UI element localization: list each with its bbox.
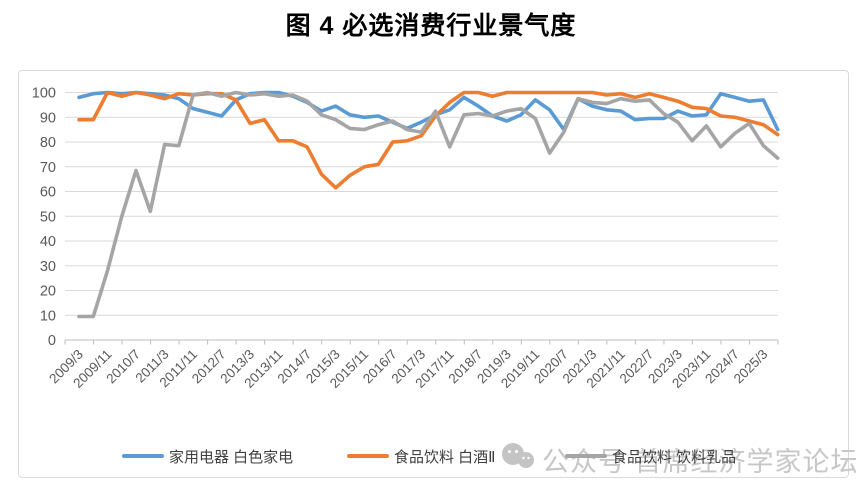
page-title: 图 4 必选消费行业景气度: [285, 12, 577, 40]
legend-item-beverage-dairy: 食品饮料 饮料乳品: [565, 446, 736, 466]
wechat-icon: [500, 441, 536, 478]
legend-swatch-orange: [347, 453, 389, 459]
watermark-text: 公众号 首席经济学家论坛: [542, 447, 859, 477]
legend-label: 食品饮料 饮料乳品: [612, 448, 737, 466]
legend-swatch-gray: [565, 453, 607, 459]
chart-frame: [18, 70, 849, 478]
watermark: 公众号 首席经济学家论坛: [500, 440, 859, 479]
legend-label: 食品饮料 白酒Ⅱ: [394, 448, 496, 466]
legend-swatch-blue: [122, 453, 164, 459]
legend-label: 家用电器 白色家电: [169, 448, 294, 466]
legend-item-white-goods: 家用电器 白色家电: [122, 446, 293, 466]
legend-item-baijiu: 食品饮料 白酒Ⅱ: [347, 446, 496, 466]
